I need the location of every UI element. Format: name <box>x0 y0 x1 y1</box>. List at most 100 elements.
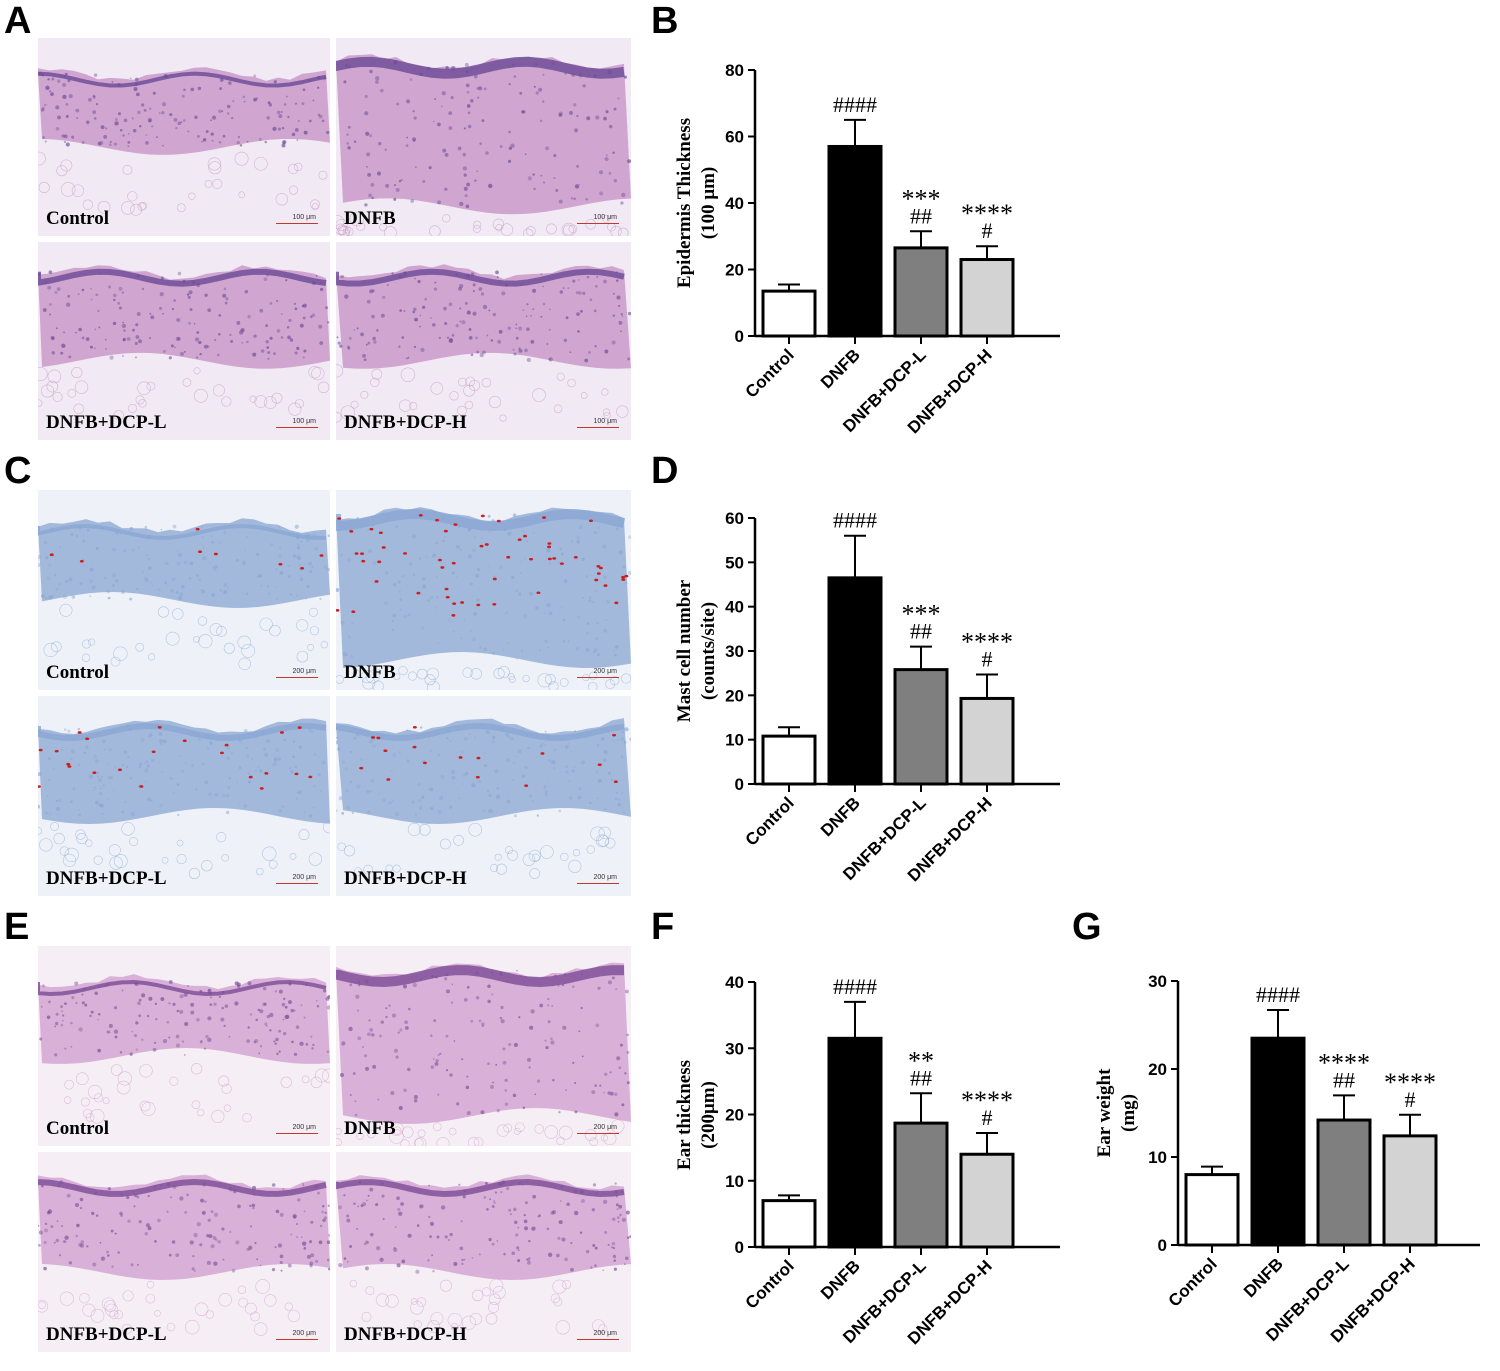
micrograph-e-dnfb-dcp-l: DNFB+DCP-L 200 μm <box>38 1152 330 1352</box>
scale-bar <box>577 677 619 678</box>
y-tick-label: 0 <box>1158 1236 1167 1255</box>
scale-bar <box>577 883 619 884</box>
y-axis-label-line: Mast cell number <box>674 579 695 722</box>
scale-bar <box>577 223 619 224</box>
scale-bar-label: 200 μm <box>292 874 317 881</box>
bar-dnfb <box>827 1036 883 1249</box>
tissue-texture <box>336 696 631 896</box>
y-tick-label: 0 <box>735 775 744 794</box>
tissue-texture <box>336 38 631 236</box>
scale-bar-label: 200 μm <box>593 668 618 675</box>
y-axis-label-line: Ear thickness <box>674 1060 695 1170</box>
y-tick-label: 20 <box>1148 1060 1167 1079</box>
bar-dnfb-dcp-h <box>959 258 1015 338</box>
y-axis-label: Ear weight (mg) <box>1094 1068 1139 1158</box>
significance-hash: #### <box>833 92 877 117</box>
y-axis-label-line: (200μm) <box>698 1081 719 1149</box>
bar-dnfb-dcp-h <box>1382 1134 1438 1247</box>
significance-stars: **** <box>961 1086 1013 1115</box>
significance-stars: ** <box>908 1046 934 1075</box>
scale-bar <box>276 1133 318 1134</box>
micrograph-a-dnfb-dcp-h: DNFB+DCP-H 100 μm <box>336 242 631 440</box>
y-tick-label: 20 <box>725 686 744 705</box>
significance-hash: # <box>982 1105 993 1130</box>
significance-hash: # <box>1405 1087 1416 1112</box>
y-axis-label-line: (counts/site) <box>698 602 719 700</box>
significance-hash: # <box>982 646 993 671</box>
scale-bar-label: 100 μm <box>593 418 618 425</box>
significance-hash: # <box>982 218 993 243</box>
scale-bar-label: 100 μm <box>292 214 317 221</box>
bar-dnfb-dcp-h <box>959 696 1015 786</box>
panel-letter-c: C <box>4 450 32 492</box>
scale-bar-label: 100 μm <box>292 418 317 425</box>
bar-control <box>761 289 817 338</box>
y-tick-label: 20 <box>725 261 744 280</box>
y-tick-label: 80 <box>725 61 744 80</box>
significance-hash: ## <box>910 1065 932 1090</box>
y-tick-label: 0 <box>735 327 744 346</box>
tissue-texture <box>336 1152 631 1352</box>
scale-bar-label: 200 μm <box>292 1330 317 1337</box>
y-axis-label: Mast cell number (counts/site) <box>674 579 719 722</box>
micrograph-e-dnfb: DNFB 200 μm <box>336 946 631 1146</box>
bar-dnfb <box>1250 1036 1306 1247</box>
scale-bar <box>276 427 318 428</box>
micrograph-label: Control <box>46 1118 109 1139</box>
micrograph-a-control: Control 100 μm <box>38 38 330 236</box>
tissue-texture <box>38 242 330 440</box>
micrograph-e-dnfb-dcp-h: DNFB+DCP-H 200 μm <box>336 1152 631 1352</box>
x-tick-label: Control <box>742 345 798 401</box>
micrograph-c-control: Control 200 μm <box>38 490 330 690</box>
bar-control <box>761 1199 817 1249</box>
scale-bar <box>276 677 318 678</box>
tissue-texture <box>336 242 631 440</box>
y-tick-label: 60 <box>725 509 744 528</box>
tissue-texture <box>336 946 631 1146</box>
x-tick-label: Control <box>742 793 798 849</box>
significance-hash: #### <box>1256 982 1300 1007</box>
micrograph-label: Control <box>46 662 109 683</box>
y-axis-label-line: (100 μm) <box>698 167 719 240</box>
panel-letter-f: F <box>651 906 675 948</box>
micrograph-label: DNFB <box>344 662 396 683</box>
micrograph-label: DNFB+DCP-H <box>344 868 467 889</box>
tissue-texture <box>38 38 330 236</box>
scale-bar-label: 100 μm <box>593 214 618 221</box>
significance-stars: *** <box>902 600 941 629</box>
bar-dnfb-dcp-l <box>893 668 949 786</box>
micrograph-c-dnfb-dcp-h: DNFB+DCP-H 200 μm <box>336 696 631 896</box>
micrograph-label: DNFB+DCP-L <box>46 868 167 889</box>
scale-bar <box>276 1339 318 1340</box>
y-tick-label: 30 <box>1148 972 1167 991</box>
bar-dnfb-dcp-h <box>959 1152 1015 1249</box>
micrograph-label: DNFB+DCP-L <box>46 412 167 433</box>
scale-bar <box>276 223 318 224</box>
x-tick-label: DNFB <box>817 1256 864 1303</box>
y-tick-label: 60 <box>725 128 744 147</box>
y-axis-label: Epidermis Thickness (100 μm) <box>674 118 719 288</box>
chart-b: 0 20 40 60 80 Epidermis Thickness (100 μm) Cont… <box>674 61 1060 437</box>
x-tick-label: DNFB <box>817 793 864 840</box>
x-tick-label: DNFB <box>817 345 864 392</box>
micrograph-e-control: Control 200 μm <box>38 946 330 1146</box>
scale-bar <box>276 883 318 884</box>
micrograph-label: DNFB+DCP-L <box>46 1324 167 1345</box>
micrograph-a-dnfb: DNFB 100 μm <box>336 38 631 236</box>
significance-hash: ## <box>910 619 932 644</box>
panel-letter-d: D <box>651 450 679 492</box>
significance-stars: **** <box>1318 1048 1370 1077</box>
y-tick-label: 30 <box>725 1039 744 1058</box>
scale-bar-label: 200 μm <box>292 668 317 675</box>
x-tick-label: Control <box>742 1256 798 1312</box>
tissue-texture <box>38 696 330 896</box>
tissue-texture <box>38 490 330 690</box>
tissue-texture <box>38 946 330 1146</box>
y-tick-label: 40 <box>725 194 744 213</box>
y-axis-label-line: Ear weight <box>1094 1068 1115 1158</box>
y-tick-label: 10 <box>725 731 744 750</box>
micrograph-label: Control <box>46 208 109 229</box>
significance-hash: ## <box>1333 1067 1355 1092</box>
